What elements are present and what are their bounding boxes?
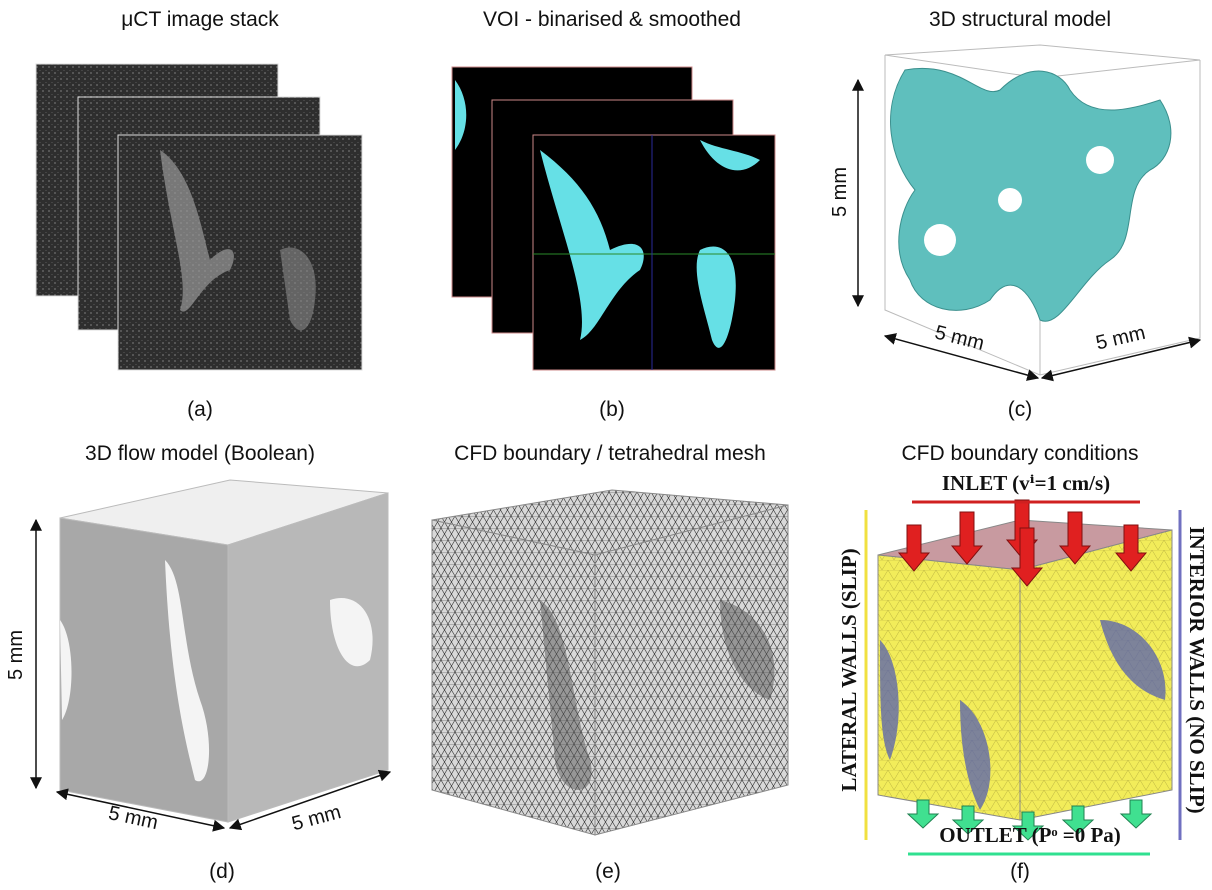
- dimension-label: 5 mm: [289, 801, 343, 835]
- tetrahedral-mesh: [432, 490, 788, 835]
- inlet-label: INLET (vⁱ=1 cm/s): [942, 471, 1110, 495]
- dimension-label: 5 mm: [829, 167, 851, 217]
- dimension-label: 5 mm: [1094, 322, 1148, 355]
- panel-title: CFD boundary / tetrahedral mesh: [454, 442, 766, 465]
- panel-label: (d): [209, 860, 235, 883]
- outlet-label: OUTLET (Pᵒ =0 Pa): [939, 823, 1121, 847]
- panel-title: VOI - binarised & smoothed: [483, 8, 741, 31]
- panel-title: μCT image stack: [121, 8, 279, 31]
- ct-stack: [36, 64, 362, 370]
- figure: μCT image stack VOI - binarised & smooth…: [0, 0, 1212, 890]
- dimension-label: 5 mm: [933, 321, 987, 354]
- panel-title: 3D flow model (Boolean): [85, 442, 315, 465]
- panel-label: (e): [595, 860, 621, 883]
- structural-model: 5 mm 5 mm 5 mm: [829, 45, 1200, 378]
- panel-title: 3D structural model: [929, 8, 1111, 31]
- boundary-conditions: INLET (vⁱ=1 cm/s) OUTLET (Pᵒ =0 Pa) LATE…: [837, 471, 1209, 854]
- interior-label: INTERIOR WALLS (NO SLIP): [1185, 526, 1209, 813]
- panel-label: (b): [599, 398, 625, 421]
- lateral-label: LATERAL WALLS (SLIP): [837, 548, 861, 791]
- voi-stack: [452, 67, 775, 370]
- dimension-label: 5 mm: [5, 630, 27, 680]
- panel-title: CFD boundary conditions: [902, 442, 1139, 465]
- panel-label: (a): [187, 398, 213, 421]
- flow-model: 5 mm 5 mm 5 mm: [5, 480, 390, 835]
- panel-label: (f): [1010, 860, 1030, 883]
- panel-label: (c): [1008, 398, 1033, 421]
